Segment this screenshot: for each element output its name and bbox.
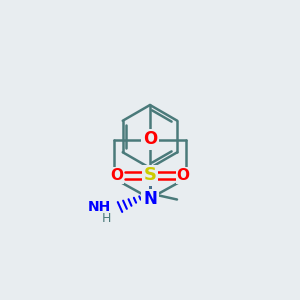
Text: O: O	[110, 168, 124, 183]
Text: S: S	[143, 167, 157, 184]
Text: H: H	[102, 212, 111, 225]
Text: NH: NH	[88, 200, 111, 214]
Text: N: N	[143, 190, 157, 208]
Text: O: O	[143, 130, 157, 148]
Text: O: O	[176, 168, 190, 183]
